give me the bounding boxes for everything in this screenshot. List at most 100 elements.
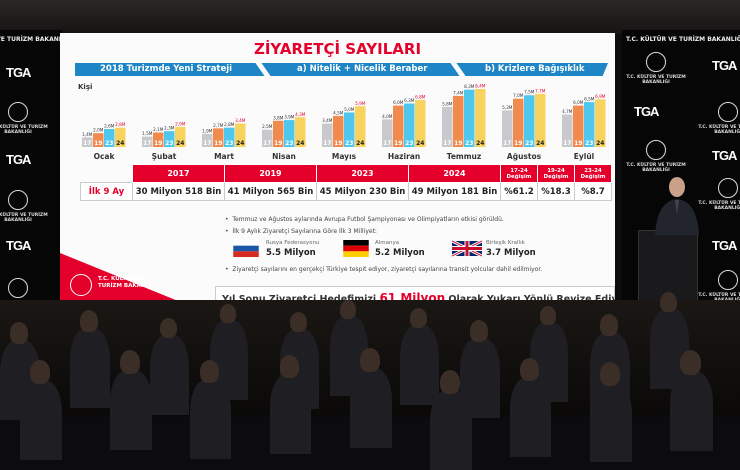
series-label: 17 [83, 140, 91, 147]
bar-value-label: 1,9M [202, 128, 213, 133]
audience-member-head [410, 308, 427, 329]
goal-text: Olarak Yukarı Yönlü Revize Ediyoruz [445, 294, 615, 305]
table-cell: %18.3 [537, 182, 575, 201]
bar [584, 102, 595, 147]
bar-value-label: 1,5M [142, 131, 153, 136]
bar [502, 110, 513, 147]
bar-value-label: 2,5M [262, 124, 273, 129]
audience-member-head [220, 304, 236, 324]
audience-member-head [340, 300, 356, 320]
ministry-caption: T.C. KÜLTÜR VE TURİZM BAKANLIĞI [698, 125, 740, 135]
audience-member-head [200, 360, 219, 383]
bar [273, 120, 284, 147]
audience-member-body [110, 370, 152, 450]
bar [284, 120, 295, 147]
series-label: 19 [214, 140, 222, 147]
series-label: 17 [383, 140, 391, 147]
bar [404, 103, 415, 147]
bar [333, 115, 344, 147]
series-label: 17 [323, 140, 331, 147]
tga-logo: TGA [6, 65, 31, 80]
series-label: 19 [334, 140, 342, 147]
ministry-caption: T.C. KÜLTÜR VE TURİZM BAKANLIĞI [0, 213, 48, 223]
uk-flag-icon [452, 240, 482, 257]
bar-value-label: 8,3M [464, 84, 475, 89]
ministry-logo-text: T.C. KÜLTÜR VE TURİZM BAKANLIĞI [98, 276, 158, 289]
series-label: 24 [596, 140, 604, 147]
bar [524, 95, 535, 147]
audience-member-head [470, 320, 488, 342]
audience-member-head [30, 360, 50, 384]
series-label: 24 [476, 140, 484, 147]
series-label: 24 [536, 140, 544, 147]
series-label: 23 [405, 140, 413, 147]
series-label: 17 [203, 140, 211, 147]
bar [513, 98, 524, 147]
bar-value-label: 4,3M [295, 112, 306, 117]
month-label: Şubat [152, 152, 177, 161]
bar-value-label: 2,3M [164, 126, 175, 131]
audience-member-head [540, 306, 556, 326]
column-header: 19-24 Değişim [537, 164, 575, 183]
series-label: 19 [394, 140, 402, 147]
column-header: 2024 [408, 164, 501, 183]
bar [464, 89, 475, 147]
bar [322, 123, 333, 147]
bar [393, 105, 404, 147]
bar-value-label: 7,7M [535, 88, 546, 93]
audience-member-body [190, 379, 231, 459]
bar-value-label: 2,1M [153, 127, 164, 132]
bar-value-label: 3,9M [284, 115, 295, 120]
table-row: İlk 9 Ay 30 Milyon 518 Bin 41 Milyon 565… [80, 182, 612, 201]
y-axis-label: Kişi [78, 83, 93, 91]
table-cell: %61.2 [500, 182, 538, 201]
bar [535, 93, 546, 147]
audience-member-head [600, 314, 618, 336]
strategy-band: 2018 Turizmde Yeni Strateji a) Nitelik +… [75, 63, 608, 76]
bar-value-label: 7,4M [453, 90, 464, 95]
ministry-caption: T.C. KÜLTÜR VE TURİZM BAKANLIĞI [0, 125, 48, 135]
series-label: 19 [274, 140, 282, 147]
audience-member-body [590, 382, 632, 462]
series-label: 23 [525, 140, 533, 147]
audience-member-body [150, 335, 189, 415]
bar-value-label: 5,0M [344, 107, 355, 112]
series-label: 17 [563, 140, 571, 147]
series-label: 24 [416, 140, 424, 147]
series-label: 19 [94, 140, 102, 147]
audience-member-head [290, 312, 307, 333]
tga-logo: TGA [6, 238, 31, 253]
bar [344, 112, 355, 147]
bar-value-label: 3,4M [322, 118, 333, 123]
bullet-item: • İlk 9 Aylık Ziyaretçi Sayılarına Göre … [225, 228, 377, 235]
visitors-table: 2017 2019 2023 2024 17-24 Değişim 19-24 … [80, 164, 612, 201]
bar-value-label: 5,8M [442, 101, 453, 106]
series-label: 19 [454, 140, 462, 147]
bar-value-label: 2,9M [175, 121, 186, 126]
bar [164, 131, 175, 147]
audience-member-body [670, 371, 713, 451]
audience-member-head [160, 318, 177, 339]
country-value: 5.2 Milyon [375, 248, 425, 258]
month-label: Nisan [272, 152, 296, 161]
bar-value-label: 2,7M [213, 123, 224, 128]
bullet-text: Temmuz ve Ağustos aylarında Avrupa Futbo… [232, 216, 504, 223]
audience-member-head [600, 362, 620, 386]
bar-value-label: 6,3M [404, 98, 415, 103]
bar-value-label: 6,5M [584, 97, 595, 102]
audience [0, 292, 740, 470]
bar [93, 133, 104, 147]
bar-value-label: 6,0M [393, 100, 404, 105]
audience-member-head [680, 350, 701, 376]
month-label: Mayıs [332, 152, 357, 161]
goal-text: Yıl Sonu Ziyaretçi Hedefimizi [222, 294, 379, 305]
ministry-seal-icon [70, 274, 92, 296]
ministry-seal-icon [8, 102, 28, 122]
bullet-item: • Temmuz ve Ağustos aylarında Avrupa Fut… [225, 216, 504, 223]
series-label: 23 [285, 140, 293, 147]
ministry-seal-icon [8, 278, 28, 298]
bar [115, 127, 126, 147]
band-label: b) Krizlere Bağışıklık [485, 64, 585, 74]
audience-member-head [360, 348, 380, 372]
bar [104, 129, 115, 147]
